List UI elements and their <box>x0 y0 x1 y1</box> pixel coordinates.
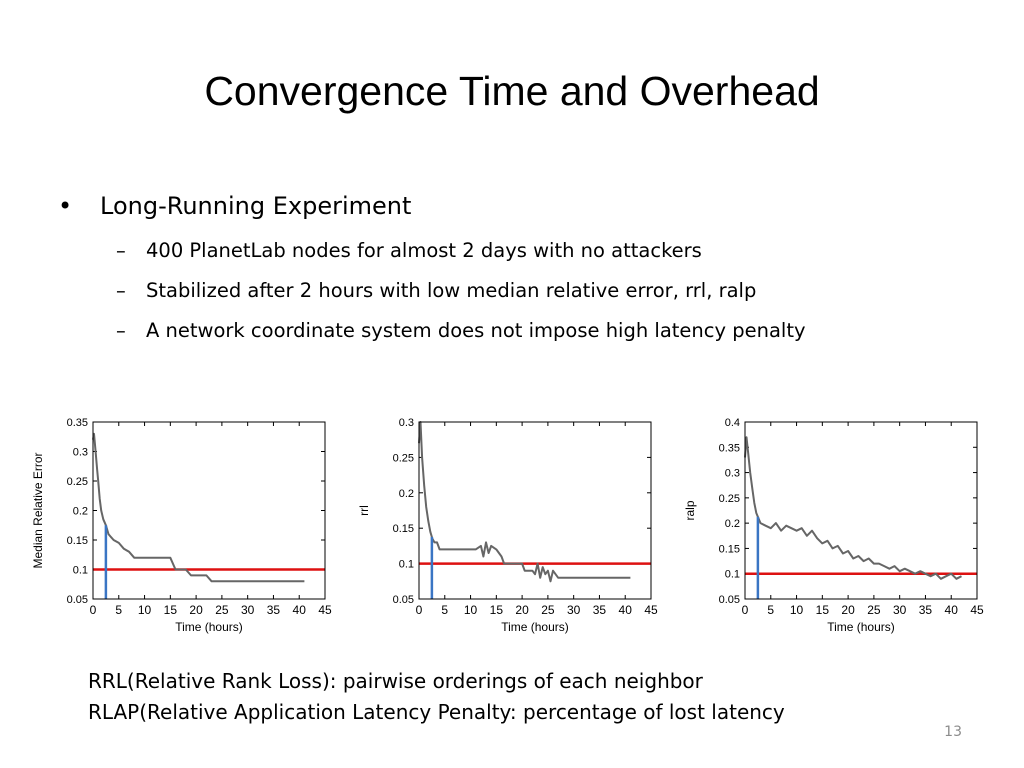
y-tick-label: 0.2 <box>399 488 414 500</box>
x-tick-label: 35 <box>919 603 933 617</box>
notes: RRL(Relative Rank Loss): pairwise orderi… <box>88 666 785 728</box>
y-tick-label: 0.1 <box>73 565 88 577</box>
x-tick-label: 40 <box>293 603 307 617</box>
plot-frame <box>744 421 978 600</box>
x-tick-label: 15 <box>816 603 830 617</box>
y-tick-label: 0.25 <box>719 493 740 505</box>
x-axis-label: Time (hours) <box>501 620 569 634</box>
y-tick-label: 0.2 <box>73 506 88 518</box>
x-tick-label: 5 <box>441 603 448 617</box>
chart-svg: 0 5 10 15 20 25 30 35 40 45 0.05 0.1 0.15 0.2 0.25 0.3 T… <box>357 417 658 634</box>
sub-bullet-item: – 400 PlanetLab nodes for almost 2 days … <box>58 238 806 264</box>
dash-icon: – <box>116 279 126 302</box>
dash-icon: – <box>116 319 126 342</box>
x-tick-label: 0 <box>416 603 423 617</box>
y-tick-label: 0.1 <box>399 559 414 571</box>
y-tick-label: 0.25 <box>67 476 88 488</box>
x-tick-label: 10 <box>790 603 804 617</box>
x-axis-label: Time (hours) <box>175 620 243 634</box>
plot-frame <box>92 421 326 600</box>
y-axis-label: rrl <box>357 505 371 516</box>
y-tick-label: 0.05 <box>719 594 740 606</box>
y-tick-label: 0.15 <box>67 535 88 547</box>
sub-bullet-item: – Stabilized after 2 hours with low medi… <box>58 278 806 304</box>
x-tick-label: 25 <box>541 603 555 617</box>
sub-bullet-text: A network coordinate system does not imp… <box>146 319 806 342</box>
series-line <box>744 436 962 580</box>
y-tick-label: 0.35 <box>719 442 740 454</box>
y-tick-label: 0.05 <box>393 594 414 606</box>
y-tick-label: 0.25 <box>393 452 414 464</box>
x-tick-label: 25 <box>867 603 881 617</box>
y-axis-label: ralp <box>683 500 697 520</box>
y-axis-label: Median Relative Error <box>31 452 45 568</box>
x-axis-label: Time (hours) <box>827 620 895 634</box>
bullet-list: • Long-Running Experiment – 400 PlanetLa… <box>58 188 806 344</box>
sub-bullet-text: 400 PlanetLab nodes for almost 2 days wi… <box>146 239 702 262</box>
x-tick-label: 45 <box>970 603 984 617</box>
x-tick-label: 20 <box>515 603 529 617</box>
bullet-text: Long-Running Experiment <box>100 192 412 220</box>
x-tick-label: 35 <box>267 603 281 617</box>
x-tick-label: 10 <box>464 603 478 617</box>
sub-bullet-item: – A network coordinate system does not i… <box>58 318 806 344</box>
x-tick-label: 20 <box>189 603 203 617</box>
x-tick-label: 10 <box>138 603 152 617</box>
x-tick-label: 30 <box>567 603 581 617</box>
x-tick-label: 45 <box>644 603 658 617</box>
x-tick-label: 5 <box>115 603 122 617</box>
x-tick-label: 20 <box>841 603 855 617</box>
note-rrl: RRL(Relative Rank Loss): pairwise orderi… <box>88 669 703 693</box>
x-tick-label: 45 <box>318 603 332 617</box>
y-tick-label: 0.05 <box>67 594 88 606</box>
x-tick-label: 15 <box>164 603 178 617</box>
y-tick-label: 0.15 <box>393 523 414 535</box>
y-tick-label: 0.4 <box>725 417 740 429</box>
bullet-item: • Long-Running Experiment <box>58 188 806 224</box>
x-tick-label: 15 <box>490 603 504 617</box>
y-tick-label: 0.2 <box>725 518 740 530</box>
x-tick-label: 25 <box>215 603 229 617</box>
dash-icon: – <box>116 239 126 262</box>
y-tick-label: 0.35 <box>67 417 88 429</box>
x-tick-label: 5 <box>767 603 774 617</box>
x-tick-label: 35 <box>593 603 607 617</box>
chart-median-relative-error: 0 5 10 15 20 25 30 35 40 45 0.05 0.1 0.15 0.2 0.25 0.3 0… <box>26 410 356 642</box>
note-rlap: RLAP(Relative Application Latency Penalt… <box>88 700 785 724</box>
y-tick-label: 0.1 <box>725 569 740 581</box>
x-tick-label: 0 <box>742 603 749 617</box>
y-tick-label: 0.3 <box>73 447 88 459</box>
chart-svg: 0 5 10 15 20 25 30 35 40 45 0.05 0.1 0.15 0.2 0.25 0.3 0… <box>31 417 332 634</box>
slide-title: Convergence Time and Overhead <box>204 68 820 114</box>
series-line <box>418 421 631 583</box>
series-line <box>92 432 305 583</box>
y-tick-label: 0.3 <box>725 468 740 480</box>
x-tick-label: 40 <box>619 603 633 617</box>
page-number: 13 <box>944 724 962 740</box>
bullet-dot-icon: • <box>58 192 73 220</box>
chart-svg: 0 5 10 15 20 25 30 35 40 45 0.05 0.1 0.15 0.2 0.25 0.3 0… <box>683 417 984 634</box>
x-tick-label: 40 <box>945 603 959 617</box>
y-tick-label: 0.3 <box>399 417 414 429</box>
x-tick-label: 0 <box>90 603 97 617</box>
chart-ralp: 0 5 10 15 20 25 30 35 40 45 0.05 0.1 0.15 0.2 0.25 0.3 0… <box>678 410 1008 642</box>
x-tick-label: 30 <box>241 603 255 617</box>
sub-bullet-text: Stabilized after 2 hours with low median… <box>146 279 757 302</box>
chart-rrl: 0 5 10 15 20 25 30 35 40 45 0.05 0.1 0.15 0.2 0.25 0.3 T… <box>352 410 682 642</box>
plot-frame <box>418 421 652 600</box>
y-tick-label: 0.15 <box>719 543 740 555</box>
x-tick-label: 30 <box>893 603 907 617</box>
